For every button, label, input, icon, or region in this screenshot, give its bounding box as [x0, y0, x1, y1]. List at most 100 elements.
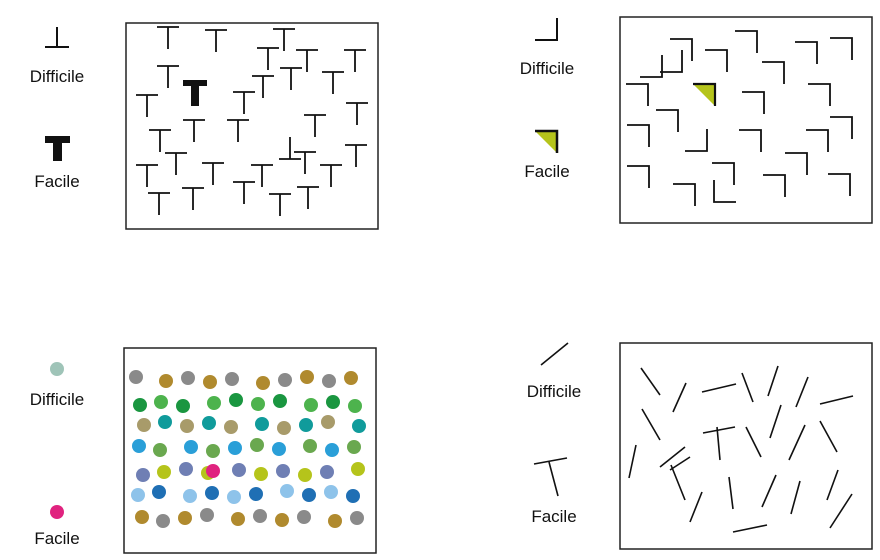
color-search-hard-label: Difficile — [29, 390, 85, 409]
color-dot — [350, 511, 364, 525]
teal-dot-icon — [50, 362, 64, 376]
color-dot — [131, 488, 145, 502]
line-item — [790, 480, 801, 515]
t-item — [294, 151, 316, 174]
color-dot — [158, 415, 172, 429]
line-item — [659, 446, 686, 468]
t-item — [157, 26, 179, 49]
color-dot — [351, 462, 365, 476]
color-dot — [179, 462, 193, 476]
color-dot — [300, 370, 314, 384]
color-search-panel — [50, 347, 377, 554]
color-dot — [228, 441, 242, 455]
color-dot — [225, 372, 239, 386]
corner-search-frame — [619, 16, 873, 224]
color-dot — [280, 484, 294, 498]
color-dot — [180, 419, 194, 433]
t-item — [202, 162, 224, 185]
color-dot — [347, 440, 361, 454]
line-item — [628, 444, 637, 479]
t-item — [148, 192, 170, 215]
corner-item — [627, 165, 650, 188]
color-dot — [275, 513, 289, 527]
color-dot — [254, 467, 268, 481]
color-dot — [297, 510, 311, 524]
color-dot — [206, 444, 220, 458]
corner-item — [640, 55, 663, 78]
t-item — [205, 29, 227, 52]
corner-item — [742, 91, 765, 114]
t-item — [304, 114, 326, 137]
color-dot — [184, 440, 198, 454]
corner-search-panel — [535, 16, 873, 224]
t-search-frame — [125, 22, 379, 230]
color-dot — [326, 395, 340, 409]
line-search-frame — [619, 342, 873, 550]
corner-icon — [535, 18, 558, 41]
t-item — [273, 28, 295, 51]
color-dot — [176, 399, 190, 413]
corner-item — [795, 41, 818, 64]
t-item — [280, 67, 302, 90]
color-dot — [276, 464, 290, 478]
line-item — [732, 524, 768, 533]
color-dot — [133, 398, 147, 412]
line-item — [728, 476, 734, 510]
t-item — [233, 181, 255, 204]
corner-item — [660, 50, 683, 73]
line-item — [640, 367, 661, 396]
t-item — [320, 164, 342, 187]
t-item — [252, 75, 274, 98]
corner-item — [808, 83, 831, 106]
corner-item — [762, 61, 785, 84]
corner-search-hard-label: Difficile — [519, 59, 575, 78]
color-dot — [137, 418, 151, 432]
color-dot — [229, 393, 243, 407]
line-item — [741, 372, 754, 403]
color-dot — [203, 375, 217, 389]
color-dot — [328, 514, 342, 528]
corner-item — [806, 129, 829, 152]
color-dot — [346, 489, 360, 503]
line-item — [819, 420, 838, 453]
corner-item — [656, 109, 679, 132]
line-item — [716, 426, 721, 461]
t-search-items — [136, 26, 368, 216]
color-dot — [255, 417, 269, 431]
line-item — [795, 376, 809, 408]
corner-item — [670, 38, 693, 61]
t-item — [279, 137, 301, 160]
color-dot — [178, 511, 192, 525]
line-item — [689, 491, 703, 523]
color-dot — [232, 463, 246, 477]
t-item — [345, 144, 367, 167]
t-junction-icon — [533, 457, 568, 497]
line-item — [701, 383, 737, 393]
color-dot — [273, 394, 287, 408]
color-dot — [231, 512, 245, 526]
line-item — [788, 424, 806, 461]
color-dot — [298, 468, 312, 482]
color-dot — [159, 374, 173, 388]
t-item — [233, 91, 255, 114]
corner-item — [763, 174, 786, 197]
t-item — [297, 186, 319, 209]
t-item — [157, 65, 179, 88]
bold-t-target — [183, 80, 207, 106]
t-item — [136, 164, 158, 187]
corner-item — [685, 129, 708, 152]
corner-item — [713, 180, 736, 203]
color-dot — [153, 443, 167, 457]
color-dot — [200, 508, 214, 522]
color-dot — [207, 396, 221, 410]
color-dot — [202, 416, 216, 430]
line-item — [702, 426, 736, 434]
line-item — [669, 456, 691, 471]
color-search-frame — [123, 347, 377, 554]
color-dot — [322, 374, 336, 388]
color-dot — [224, 420, 238, 434]
color-dot — [344, 371, 358, 385]
line-item — [672, 382, 687, 413]
color-dot — [321, 415, 335, 429]
corner-item — [705, 49, 728, 72]
